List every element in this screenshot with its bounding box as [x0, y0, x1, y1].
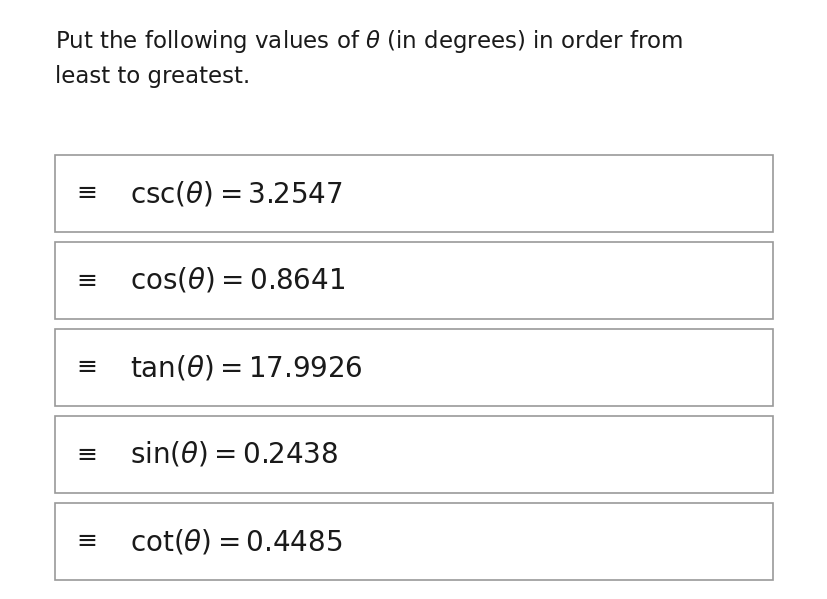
Text: least to greatest.: least to greatest.	[55, 65, 250, 88]
Text: Put the following values of $\theta$ (in degrees) in order from: Put the following values of $\theta$ (in…	[55, 28, 682, 55]
Bar	[55, 329, 772, 406]
Text: $\mathrm{csc}(\theta) = 3.2547$: $\mathrm{csc}(\theta) = 3.2547$	[130, 179, 342, 208]
Text: $\mathrm{sin}(\theta) = 0.2438$: $\mathrm{sin}(\theta) = 0.2438$	[130, 440, 337, 469]
Text: ≡: ≡	[76, 530, 98, 553]
Text: ≡: ≡	[76, 443, 98, 467]
Text: $\mathrm{cot}(\theta) = 0.4485$: $\mathrm{cot}(\theta) = 0.4485$	[130, 527, 342, 556]
Text: ≡: ≡	[76, 355, 98, 380]
Bar	[55, 416, 772, 493]
Bar	[55, 155, 772, 232]
Bar	[55, 503, 772, 580]
Text: ≡: ≡	[76, 181, 98, 205]
Text: $\mathrm{cos}(\theta) = 0.8641$: $\mathrm{cos}(\theta) = 0.8641$	[130, 266, 345, 295]
Text: $\mathrm{tan}(\theta) = 17.9926$: $\mathrm{tan}(\theta) = 17.9926$	[130, 353, 362, 382]
Text: ≡: ≡	[76, 268, 98, 292]
Bar	[55, 242, 772, 319]
